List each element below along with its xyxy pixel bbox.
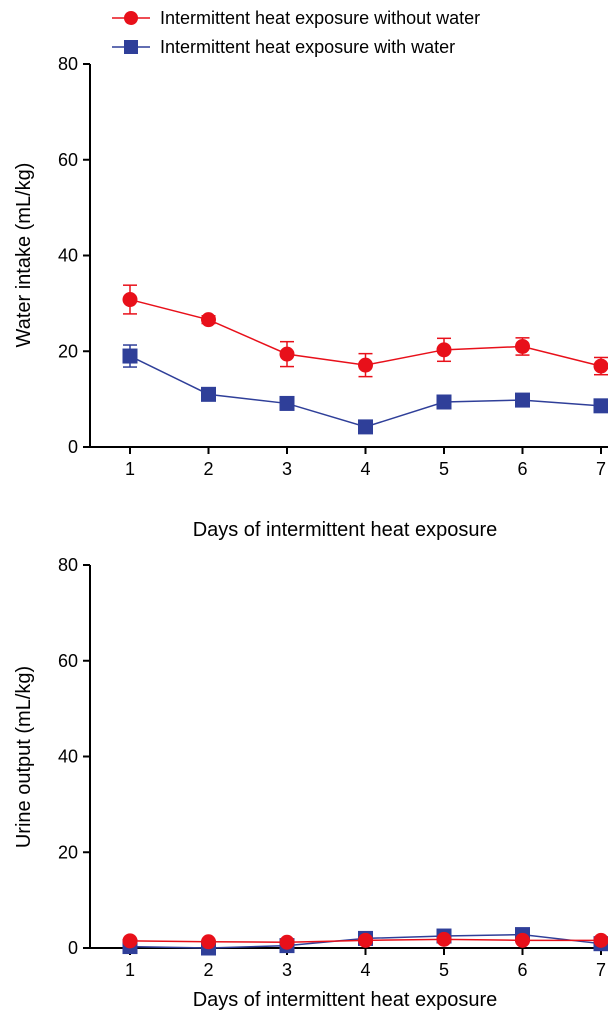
data-point [279,395,295,411]
y-tick-label: 0 [68,437,78,457]
x-tick-label: 5 [439,459,449,479]
x-tick-label: 7 [596,459,606,479]
y-axis-title: Urine output (mL/kg) [13,666,35,848]
x-tick-label: 2 [203,960,213,980]
y-tick-label: 20 [58,842,78,862]
legend-marker-circle [124,11,138,25]
data-point [358,357,373,373]
x-tick-label: 2 [203,459,213,479]
data-point [279,934,295,950]
data-point [436,931,452,947]
data-point [201,934,216,950]
data-point [358,932,373,948]
legend-entry-without-water: Intermittent heat exposure without water [112,8,480,28]
x-tick-label: 3 [282,960,292,980]
chart-urine-output: 0 20 40 60 80 1 2 3 4 5 6 7 Urine output (mL/kg) D… [13,555,608,1011]
data-point [279,346,295,362]
y-tick-label: 40 [58,747,78,767]
series-layer [122,927,608,956]
x-tick-label: 1 [125,459,135,479]
x-tick-label: 4 [360,459,370,479]
data-point [593,932,608,948]
data-point [515,338,530,354]
legend-marker-square [124,40,138,54]
series-without-water [122,284,608,378]
x-tick-label: 6 [517,459,527,479]
x-axis: 1 2 3 4 5 6 7 [86,446,608,479]
y-axis-title: Water intake (mL/kg) [13,163,35,348]
y-tick-label: 60 [58,150,78,170]
data-point [515,932,530,948]
y-tick-label: 40 [58,246,78,266]
data-point [436,394,452,410]
data-point [436,342,452,358]
y-tick-label: 20 [58,341,78,361]
y-tick-label: 0 [68,938,78,958]
legend-label-without-water: Intermittent heat exposure without water [160,8,480,28]
chart-water-intake: 0 20 40 60 80 1 2 3 4 5 6 7 Water intake (mL/kg) D… [13,54,608,541]
y-tick-label: 80 [58,54,78,74]
x-axis-title: Days of intermittent heat exposure [193,989,498,1011]
x-axis: 1 2 3 4 5 6 7 [86,947,608,980]
x-tick-label: 5 [439,960,449,980]
x-tick-label: 7 [596,960,606,980]
x-tick-label: 6 [517,960,527,980]
series-layer [122,284,608,435]
data-point [201,312,216,328]
data-point [593,358,608,374]
y-axis: 0 20 40 60 80 [58,555,91,958]
legend-entry-with-water: Intermittent heat exposure with water [112,37,455,57]
data-point [122,292,138,308]
x-tick-label: 4 [360,960,370,980]
data-point [122,933,138,949]
legend: Intermittent heat exposure without water… [112,8,480,57]
data-point [201,386,216,402]
series-with-water [122,344,608,435]
y-tick-label: 60 [58,651,78,671]
legend-label-with-water: Intermittent heat exposure with water [160,37,455,57]
data-point [358,419,373,435]
y-axis: 0 20 40 60 80 [58,54,91,457]
x-tick-label: 1 [125,960,135,980]
x-axis-title: Days of intermittent heat exposure [193,519,498,541]
y-tick-label: 80 [58,555,78,575]
x-tick-label: 3 [282,459,292,479]
data-point [515,392,530,408]
data-point [593,398,608,414]
data-point [122,348,138,364]
series-without-water [122,931,608,950]
